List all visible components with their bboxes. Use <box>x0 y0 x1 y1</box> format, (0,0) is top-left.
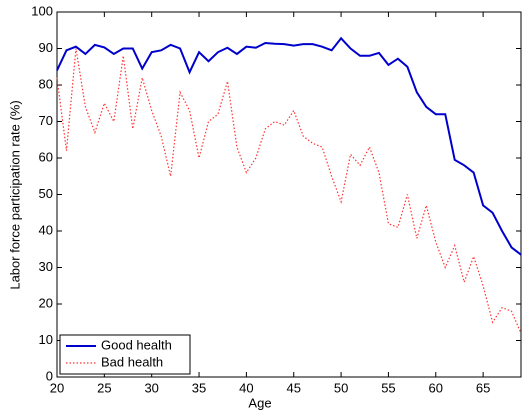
y-tick-label: 90 <box>39 40 53 55</box>
y-tick-label: 0 <box>46 368 53 383</box>
x-tick-label: 25 <box>97 380 111 395</box>
y-tick-label: 10 <box>39 332 53 347</box>
x-tick-label: 50 <box>334 380 348 395</box>
y-tick-label: 70 <box>39 113 53 128</box>
x-tick-label: 45 <box>287 380 301 395</box>
legend-label: Bad health <box>101 354 163 369</box>
x-tick-label: 60 <box>429 380 443 395</box>
x-tick-label: 35 <box>192 380 206 395</box>
x-tick-label: 65 <box>476 380 490 395</box>
x-tick-label: 20 <box>50 380 64 395</box>
x-tick-label: 30 <box>144 380 158 395</box>
y-axis-label: Labor force participation rate (%) <box>7 100 22 289</box>
y-tick-label: 100 <box>31 3 53 18</box>
plot-frame <box>56 11 522 378</box>
y-tick-label: 20 <box>39 295 53 310</box>
x-tick-label: 40 <box>239 380 253 395</box>
y-tick-label: 60 <box>39 149 53 164</box>
line-series <box>56 48 522 334</box>
legend-box <box>59 334 191 375</box>
x-axis-label: Age <box>248 395 271 410</box>
y-tick-label: 30 <box>39 259 53 274</box>
x-tick-label: 55 <box>381 380 395 395</box>
line-series <box>56 36 522 256</box>
legend-label: Good health <box>101 337 172 352</box>
y-tick-label: 80 <box>39 76 53 91</box>
y-tick-label: 50 <box>39 186 53 201</box>
y-tick-label: 40 <box>39 222 53 237</box>
